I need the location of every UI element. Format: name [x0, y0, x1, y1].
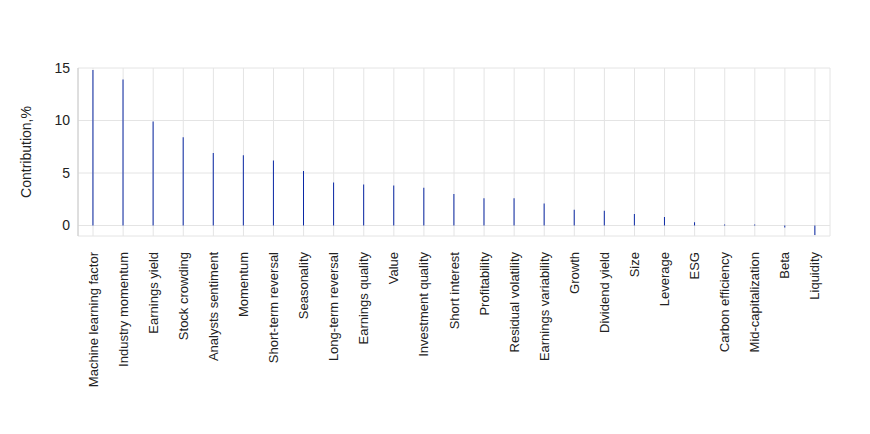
- svg-text:Contribution,%: Contribution,%: [18, 106, 34, 198]
- svg-text:ESG: ESG: [687, 252, 702, 279]
- svg-text:15: 15: [54, 60, 70, 76]
- svg-text:Short-term reversal: Short-term reversal: [266, 252, 281, 363]
- svg-text:Residual volatility: Residual volatility: [507, 252, 522, 353]
- svg-text:Long-term reversal: Long-term reversal: [326, 252, 341, 361]
- svg-text:Beta: Beta: [777, 251, 792, 279]
- svg-text:Industry momentum: Industry momentum: [116, 252, 131, 367]
- svg-text:Leverage: Leverage: [657, 252, 672, 306]
- svg-text:Size: Size: [627, 252, 642, 277]
- svg-text:Momentum: Momentum: [236, 252, 251, 317]
- svg-text:Mid-capitalization: Mid-capitalization: [747, 252, 762, 352]
- svg-text:Liquidity: Liquidity: [807, 252, 822, 300]
- svg-text:Machine learning factor: Machine learning factor: [86, 251, 101, 387]
- svg-text:Seasonality: Seasonality: [296, 252, 311, 320]
- svg-text:10: 10: [54, 112, 70, 128]
- svg-text:Earnings variability: Earnings variability: [537, 252, 552, 362]
- svg-text:Analysts sentiment: Analysts sentiment: [206, 252, 221, 361]
- svg-text:Earnings quality: Earnings quality: [356, 252, 371, 345]
- svg-text:Stock crowding: Stock crowding: [176, 252, 191, 340]
- svg-text:Dividend yield: Dividend yield: [597, 252, 612, 333]
- svg-text:Short interest: Short interest: [447, 252, 462, 330]
- svg-text:Investment quality: Investment quality: [416, 252, 431, 357]
- svg-text:Carbon efficiency: Carbon efficiency: [717, 252, 732, 353]
- svg-text:Profitability: Profitability: [477, 252, 492, 316]
- svg-text:0: 0: [62, 217, 70, 233]
- svg-text:Earnings yield: Earnings yield: [146, 252, 161, 334]
- svg-text:Value: Value: [386, 252, 401, 284]
- svg-text:Growth: Growth: [567, 252, 582, 294]
- svg-text:5: 5: [62, 165, 70, 181]
